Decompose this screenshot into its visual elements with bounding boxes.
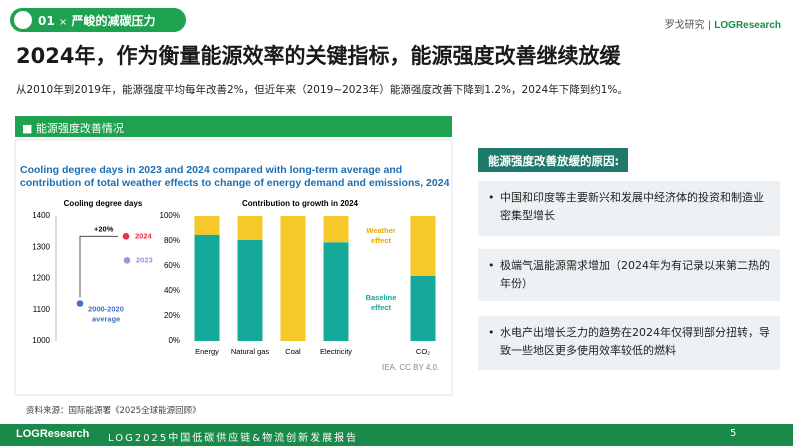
point-label: 2023 [136, 255, 153, 264]
pill-dot [14, 11, 32, 29]
y-tick-label: 1300 [32, 242, 50, 251]
y-tick-label: 1000 [32, 336, 50, 345]
footer-bar [0, 424, 793, 446]
title: 2024年，作为衡量能源效率的关键指标，能源强度改善继续放缓 [16, 44, 621, 68]
figure-panel [14, 139, 453, 396]
bar-segment [194, 216, 220, 235]
bar-segment [410, 216, 436, 276]
reason: 中国和印度等主要新兴和发展中经济体的投资和制造业密集型增长 [478, 181, 780, 236]
panel-bar [15, 116, 452, 137]
source: 资料来源：国际能源署《2025全球能源回顾》 [26, 406, 201, 416]
section-number: 01 [38, 14, 55, 28]
bar-segment [237, 239, 263, 341]
section-pill [10, 8, 186, 32]
brand-en: LOGResearch [714, 20, 781, 31]
y-tick-label: 80% [164, 236, 180, 245]
y-tick-label: 1100 [33, 305, 51, 314]
y-tick-label: 60% [164, 261, 180, 270]
figure-title: Cooling degree days in 2023 and 2024 com… [20, 164, 450, 189]
separator: × [58, 17, 68, 28]
x-tick-label: Natural gas [231, 347, 270, 356]
brand: 罗戈研究 | LOGResearch [664, 20, 781, 31]
x-tick-label: Energy [195, 347, 219, 356]
series-label: Weather effect [366, 226, 396, 245]
brand-cn: 罗戈研究 [664, 20, 705, 31]
bar-segment [410, 276, 436, 341]
y-tick-label: 20% [164, 311, 180, 320]
annotation-arrow [79, 235, 118, 298]
y-tick-label: 1400 [32, 211, 50, 220]
reason: 水电产出增长乏力的趋势在2024年仅得到部分扭转，导致一些地区更多使用效率较低的… [478, 316, 780, 370]
bar-segment [323, 242, 349, 341]
chart-subtitle: Contribution to growth in 2024 [242, 199, 359, 208]
x-tick-label: CO₂ [416, 347, 430, 356]
subtitle: 从2010年到2019年，能源强度平均每年改善2%，但近年来（2019~2023… [16, 84, 628, 96]
point-label: 2024 [135, 231, 153, 240]
bar-segment [237, 216, 263, 240]
section-name: 严峻的减碳压力 [71, 14, 156, 28]
footer-brand: LOGResearch [16, 428, 90, 440]
point [123, 257, 131, 264]
reason: 极端气温能源需求增加（2024年为有记录以来第二热的年份） [478, 249, 780, 301]
figure-credit: IEA. CC BY 4.0. [382, 363, 440, 372]
panel-label: ■ 能源强度改善情况 [22, 122, 124, 135]
bar-segment [280, 216, 306, 341]
y-tick-label: 1200 [32, 274, 50, 283]
page-number: 5 [730, 428, 737, 439]
point [76, 300, 84, 307]
y-tick-label: 0% [168, 336, 180, 345]
x-tick-label: Coal [285, 347, 301, 356]
point [122, 233, 130, 240]
point-label: 2000-2020 average [88, 304, 124, 323]
reasons-heading: 能源强度改善放缓的原因: [488, 154, 620, 168]
y-tick-label: 40% [164, 286, 180, 295]
bar-segment [323, 216, 349, 243]
footer-report: LOG2025中国低碳供应链&物流创新发展报告 [108, 433, 359, 444]
y-tick-label: 100% [160, 211, 180, 220]
reasons-heading-box [478, 148, 628, 172]
chart-subtitle: Cooling degree days [64, 199, 143, 208]
x-tick-label: Electricity [320, 347, 352, 356]
bar-segment [194, 234, 220, 341]
annotation: +20% [94, 224, 114, 233]
section-tag: 01 × 严峻的减碳压力 [38, 12, 155, 29]
series-label: Baseline effect [366, 293, 397, 312]
